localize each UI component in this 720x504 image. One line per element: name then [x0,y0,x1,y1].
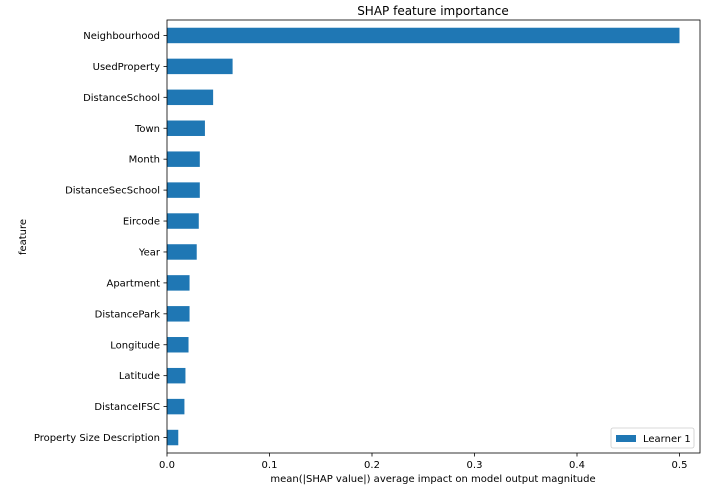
bar-eircode [167,213,199,229]
y-tick-label: DistanceSecSchool [65,186,160,197]
bar-neighbourhood [167,27,680,44]
bar-latitude [167,367,186,384]
x-tick-label: 0.3 [467,460,483,471]
y-tick-label: UsedProperty [93,62,160,73]
x-tick-label: 0.2 [364,460,380,471]
y-tick-label: Longitude [110,340,160,351]
bar-year [167,244,197,260]
bar-distancesecschool [167,182,200,198]
y-tick-label: DistanceIFSC [94,402,160,413]
legend: Learner 1 [610,427,695,449]
y-tick-label: Neighbourhood [83,31,160,42]
plot-area [167,27,680,446]
y-tick-label: Year [138,247,161,258]
x-tick-label: 0.4 [569,460,585,471]
x-axis: 0.0 0.1 0.2 0.3 0.4 0.5 [159,453,687,471]
plot-frame [166,19,701,454]
y-tick-label: Apartment [106,278,160,289]
y-tick-label: Month [129,155,160,166]
y-axis: Neighbourhood UsedProperty DistanceSchool T… [34,31,167,444]
y-tick-label: Property Size Description [34,433,160,444]
legend-swatch [616,435,636,442]
y-tick-label: DistancePark [95,309,161,320]
bar-month [167,151,200,167]
x-tick-label: 0.1 [262,460,278,471]
bar-distancepark [167,306,190,322]
y-tick-label: DistanceSchool [83,93,160,104]
x-axis-label: mean(|SHAP value|) average impact on mod… [270,474,595,485]
bar-distanceschool [167,89,214,106]
y-tick-label: Latitude [119,371,160,382]
bar-longitude [167,337,189,353]
y-axis-label: feature [18,219,29,255]
bar-town [167,120,205,136]
x-tick-label: 0.5 [672,460,688,471]
bar-distanceifsc [167,398,185,415]
y-tick-label: Town [134,124,160,135]
legend-label: Learner 1 [643,434,691,445]
bar-property-size-description [167,429,179,446]
legend-box [610,427,695,449]
chart-title: SHAP feature importance [357,4,509,18]
x-tick-label: 0.0 [159,460,175,471]
bar-usedproperty [167,58,233,75]
bar-apartment [167,275,190,291]
y-tick-label: Eircode [123,217,160,228]
